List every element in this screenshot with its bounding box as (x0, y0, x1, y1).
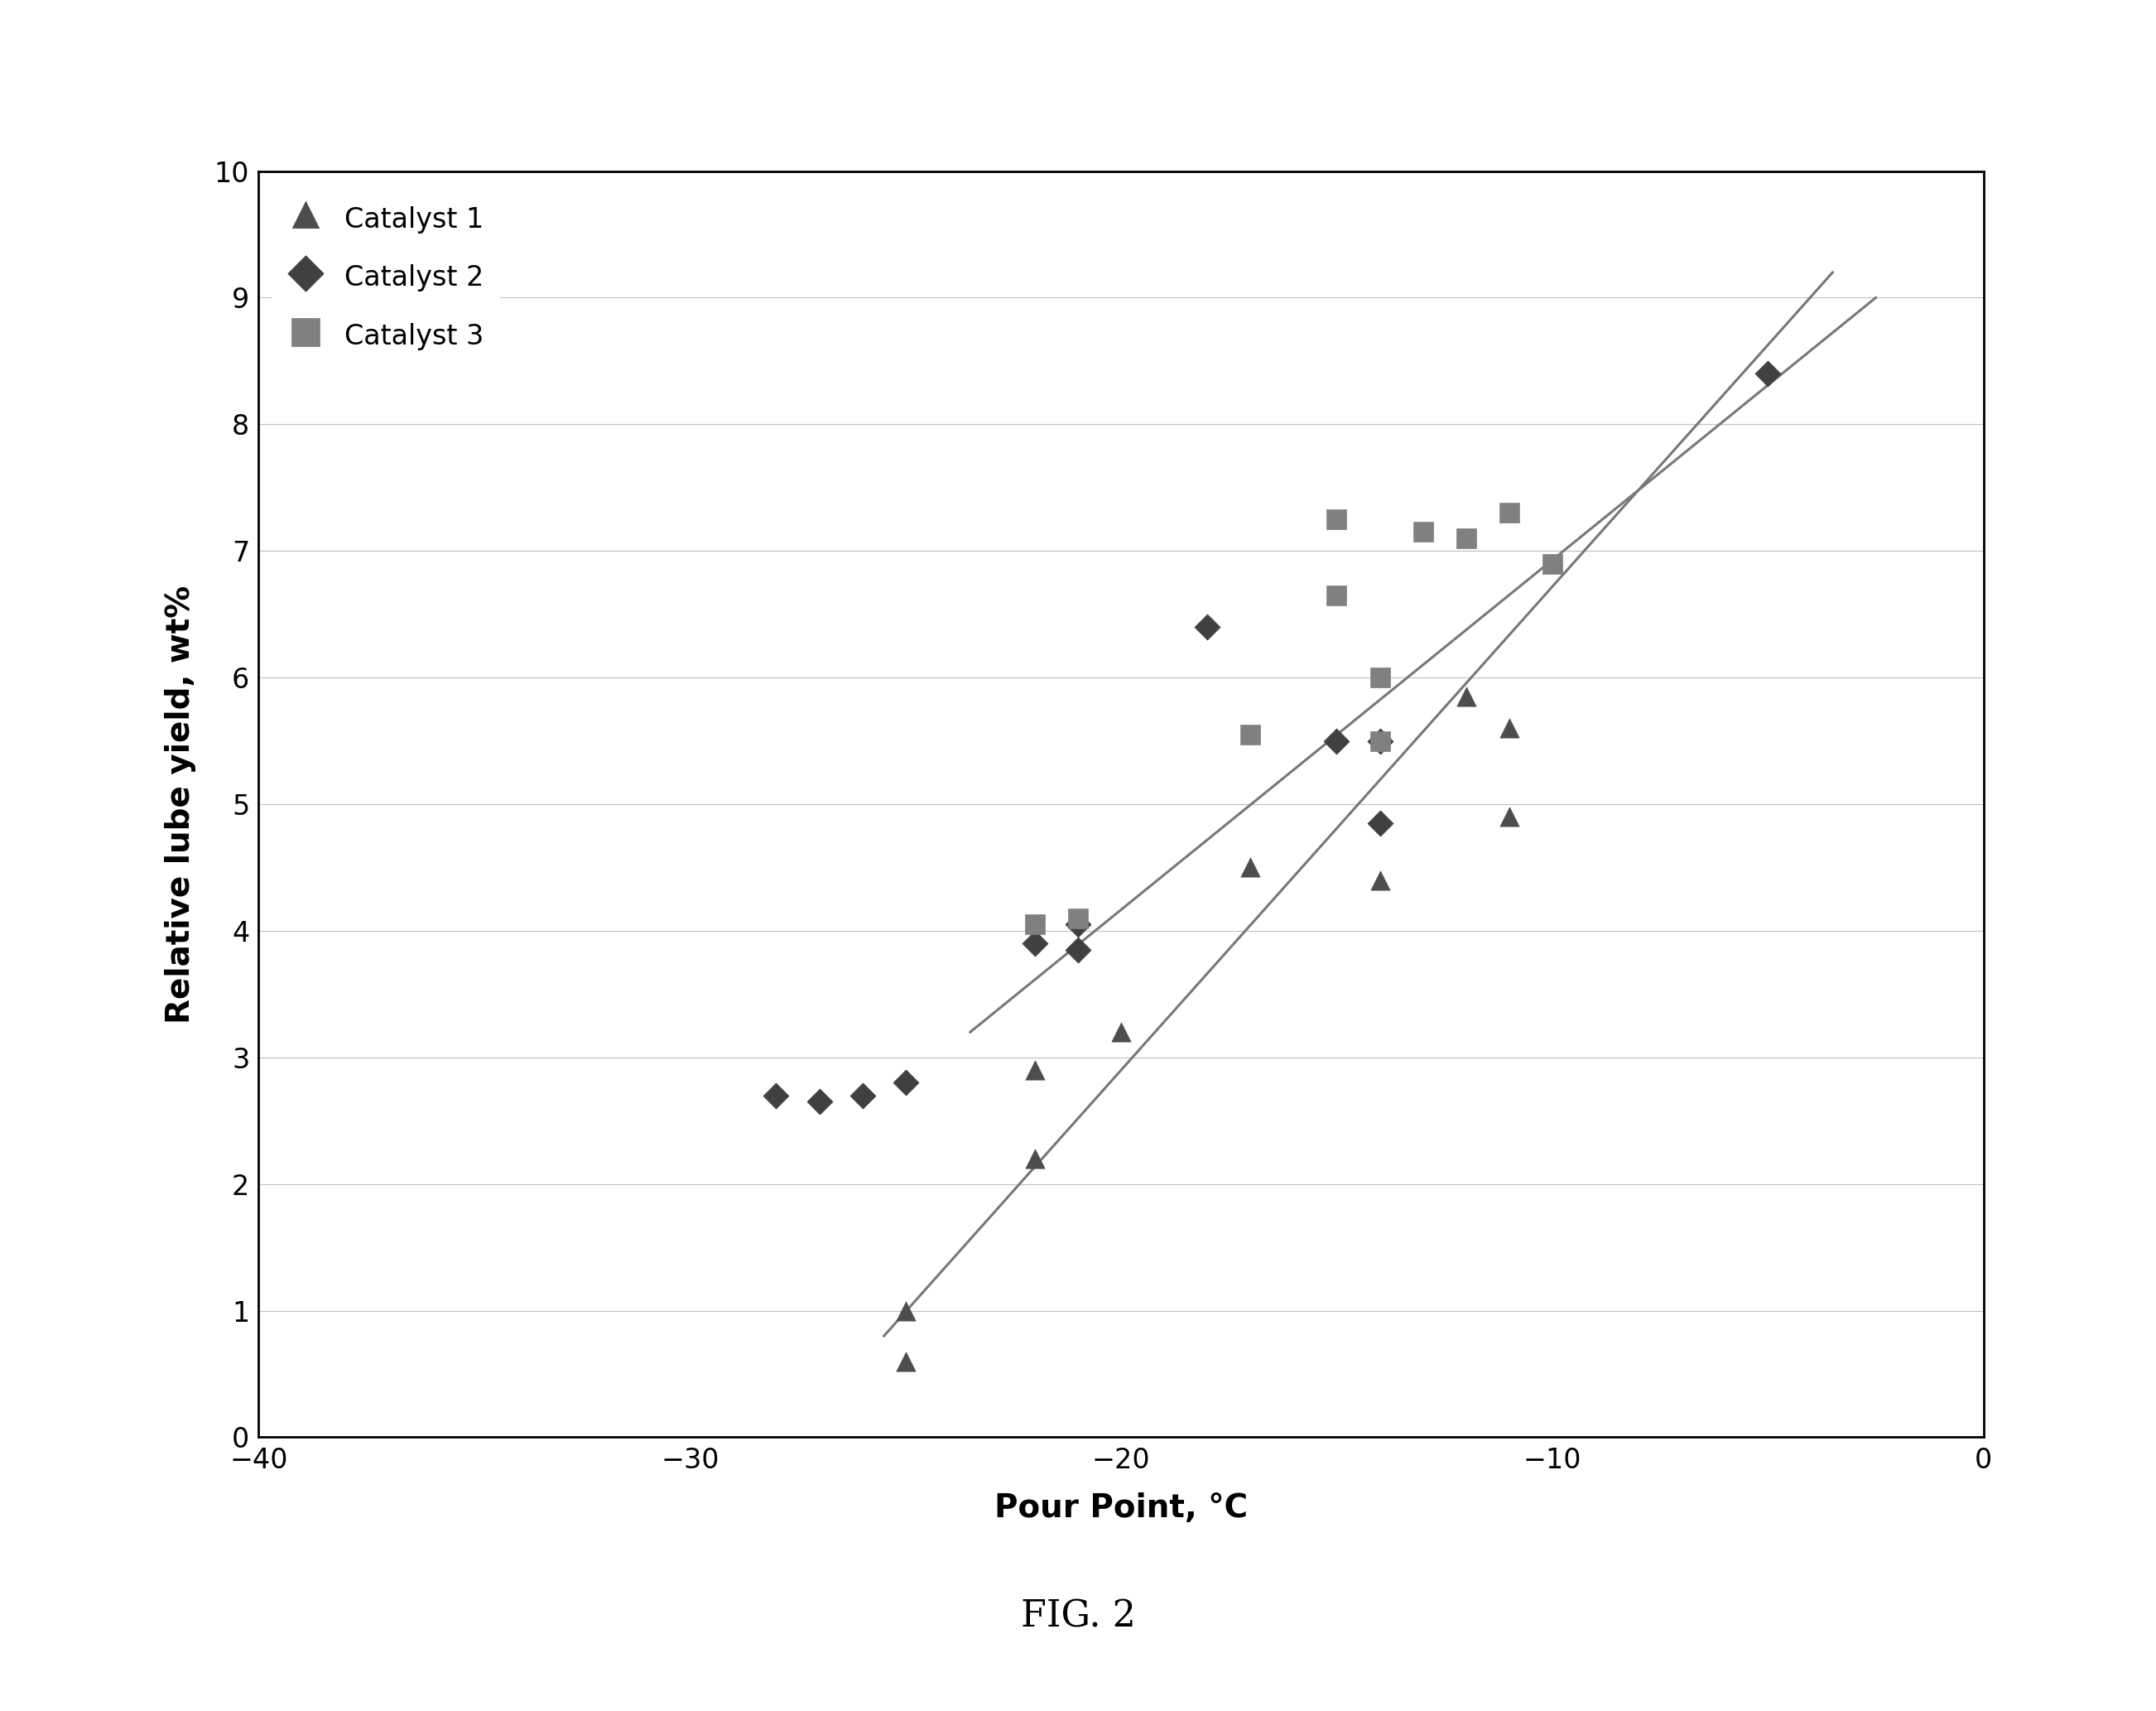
Catalyst 3 (1449, 525, 1483, 553)
Catalyst 2 (1018, 929, 1052, 956)
Legend: Catalyst 1, Catalyst 2, Catalyst 3: Catalyst 1, Catalyst 2, Catalyst 3 (272, 185, 500, 370)
Catalyst 1 (888, 1297, 923, 1324)
Catalyst 3 (1492, 500, 1526, 527)
Catalyst 3 (1363, 664, 1397, 691)
Catalyst 1 (1104, 1018, 1138, 1045)
Catalyst 2 (1319, 727, 1354, 755)
Catalyst 1 (1449, 683, 1483, 710)
Catalyst 2 (845, 1081, 880, 1109)
Catalyst 2 (1061, 910, 1095, 938)
Catalyst 3 (1018, 910, 1052, 938)
Catalyst 2 (1190, 613, 1225, 640)
Catalyst 3 (1061, 905, 1095, 932)
X-axis label: Pour Point, °C: Pour Point, °C (994, 1492, 1248, 1525)
Catalyst 1 (1018, 1056, 1052, 1083)
Text: FIG. 2: FIG. 2 (1020, 1600, 1136, 1634)
Catalyst 3 (1406, 518, 1440, 546)
Catalyst 1 (1233, 854, 1268, 881)
Catalyst 2 (1363, 727, 1397, 755)
Catalyst 3 (1233, 720, 1268, 748)
Catalyst 2 (1061, 936, 1095, 963)
Catalyst 1 (1363, 866, 1397, 893)
Catalyst 3 (1319, 582, 1354, 609)
Catalyst 2 (1363, 809, 1397, 837)
Catalyst 2 (802, 1088, 837, 1116)
Y-axis label: Relative lube yield, wt%: Relative lube yield, wt% (164, 585, 196, 1023)
Catalyst 1 (1492, 715, 1526, 743)
Catalyst 2 (888, 1069, 923, 1097)
Catalyst 1 (1018, 1145, 1052, 1172)
Catalyst 1 (1492, 802, 1526, 830)
Catalyst 3 (1319, 506, 1354, 534)
Catalyst 3 (1535, 549, 1570, 577)
Catalyst 2 (759, 1081, 793, 1109)
Catalyst 1 (888, 1348, 923, 1376)
Catalyst 2 (1751, 359, 1785, 387)
Catalyst 3 (1363, 727, 1397, 755)
